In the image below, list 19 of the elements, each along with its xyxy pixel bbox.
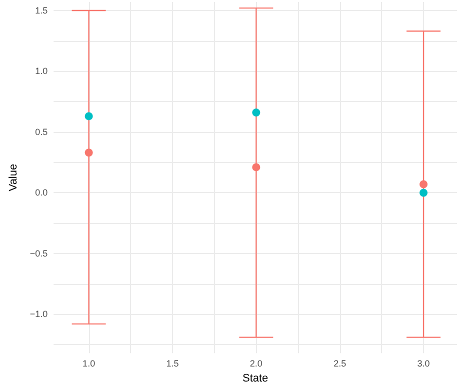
point	[252, 108, 260, 117]
y-tick-label: −1.0	[30, 309, 48, 320]
point	[420, 180, 428, 188]
point	[420, 188, 428, 197]
x-tick-label: 1.0	[82, 358, 96, 369]
point	[252, 163, 260, 172]
y-axis-title: Value	[8, 164, 20, 192]
y-tick-label: −0.5	[30, 248, 48, 258]
point	[84, 112, 93, 120]
y-tick-label: 1.0	[35, 66, 48, 76]
point	[84, 148, 93, 157]
x-tick-label: 2.5	[334, 358, 346, 369]
x-axis-title: State	[242, 372, 268, 384]
y-tick-label: 0.5	[35, 126, 48, 137]
y-tick-label: 1.5	[35, 6, 48, 16]
x-tick-label: 2.0	[250, 358, 262, 369]
x-tick-label: 3.0	[417, 358, 430, 369]
x-tick-label: 1.5	[166, 358, 179, 369]
y-tick-label: 0.0	[35, 188, 48, 198]
